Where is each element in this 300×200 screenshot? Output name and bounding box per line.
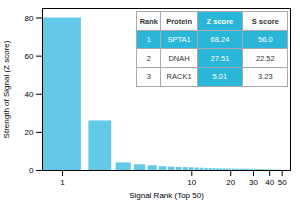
svg-text:0: 0 [29,166,34,175]
html-text:3.23: 3.23 [258,72,273,82]
html-text:Protein: Protein [166,16,192,26]
html-text:68.24: 68.24 [210,35,230,45]
svg-text:Signal Rank (Top 50): Signal Rank (Top 50) [129,191,204,200]
html-text:1: 1 [146,35,151,45]
html-text:27.51: 27.51 [210,53,230,63]
svg-text:Strength of Signal (Z score): Strength of Signal (Z score) [2,40,11,138]
html-text:S score: S score [251,16,279,26]
svg-text:60: 60 [25,52,34,61]
svg-text:50: 50 [278,178,287,187]
svg-text:80: 80 [25,14,34,23]
html-text:3: 3 [146,72,151,82]
html-text:Rank: Rank [139,16,158,26]
html-text:Z score: Z score [206,16,234,26]
html-text:2: 2 [146,53,151,63]
svg-text:10: 10 [187,178,196,187]
svg-text:40: 40 [265,178,274,187]
html-text:22.52: 22.52 [255,53,275,63]
html-text:SPTA1: SPTA1 [167,35,191,45]
html-text:DNAH: DNAH [168,53,190,63]
svg-text:30: 30 [249,178,258,187]
svg-text:20: 20 [25,128,34,137]
html-text:RACK1: RACK1 [166,72,192,82]
svg-text:20: 20 [226,178,235,187]
html-text:5.01: 5.01 [212,72,228,82]
svg-text:40: 40 [25,90,34,99]
svg-text:1: 1 [60,178,65,187]
html-text:56.0: 56.0 [258,35,273,45]
